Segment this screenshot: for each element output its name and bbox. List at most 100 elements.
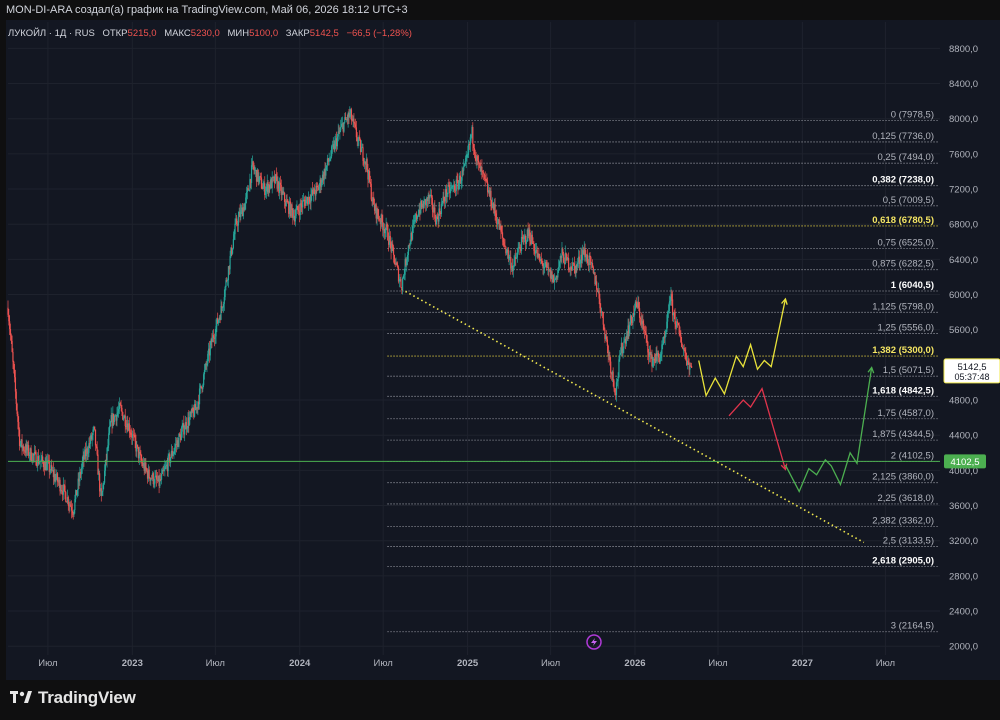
fibonacci-extension[interactable]: 0 (7978,5) 0,125 (7736,0) 0,25 (7494,0) 0,3…	[387, 110, 938, 633]
candle-body	[253, 166, 255, 171]
candle-body	[559, 256, 561, 262]
candle-body	[487, 182, 489, 193]
candle-body	[401, 287, 403, 290]
candle-body	[108, 433, 110, 446]
candle-body	[274, 176, 276, 184]
candle-body	[674, 312, 676, 325]
candle-body	[246, 188, 249, 193]
candle-body	[292, 210, 294, 219]
candle-body	[139, 452, 141, 454]
candle-body	[243, 207, 245, 211]
candle-body	[98, 473, 100, 475]
candle-body	[357, 139, 359, 142]
candle-body	[220, 305, 222, 320]
chart-pane[interactable]: 0 (7978,5) 0,125 (7736,0) 0,25 (7494,0) 0,3…	[6, 20, 1000, 680]
x-tick-label: 2025	[457, 658, 479, 669]
candle-body	[614, 388, 616, 393]
candle-body	[14, 369, 16, 378]
candle-body	[128, 423, 130, 432]
candle-body	[627, 325, 629, 339]
candle-body	[316, 185, 319, 188]
candle-body	[412, 222, 414, 226]
candle-body	[153, 483, 155, 485]
candle-body	[257, 169, 259, 182]
axes[interactable]: 8800,0 8400,0 8000,0 7600,0 7200,0 6800,0 6400…	[38, 44, 978, 669]
candle-body	[539, 258, 542, 261]
candle-body	[612, 371, 614, 381]
candle-body	[608, 355, 610, 357]
candle-body	[400, 279, 402, 288]
candle-body	[57, 481, 59, 483]
candle-body	[18, 421, 20, 430]
candle-body	[165, 465, 167, 468]
candle-body	[168, 454, 170, 456]
candle-body	[38, 462, 40, 464]
candle-body	[440, 204, 443, 215]
candle-body	[335, 138, 337, 142]
scenario-paths[interactable]	[698, 297, 875, 494]
candle-body	[308, 196, 310, 202]
candle-body	[350, 109, 352, 113]
candle-body	[435, 216, 438, 225]
candle-body	[68, 505, 70, 507]
candle-body	[99, 488, 102, 492]
candle-body	[245, 192, 248, 198]
candle-body	[160, 473, 163, 480]
candle-body	[461, 170, 463, 181]
scenario-green-arrowhead	[867, 366, 875, 374]
fib-level-label: 1,382 (5300,0)	[872, 345, 934, 356]
candle-body	[238, 211, 240, 217]
candle-body	[686, 359, 688, 365]
candle-body	[672, 299, 674, 316]
candles	[7, 106, 693, 520]
candle-body	[133, 434, 135, 436]
candle-body	[234, 223, 236, 235]
candle-body	[392, 243, 394, 248]
candle-body	[218, 317, 220, 320]
candle-body	[339, 130, 341, 133]
candle-body	[41, 456, 43, 460]
candle-body	[323, 169, 325, 181]
candle-body	[204, 364, 206, 370]
candle-body	[547, 267, 549, 269]
candle-body	[20, 439, 22, 445]
chart-svg[interactable]: 0 (7978,5) 0,125 (7736,0) 0,25 (7494,0) 0,3…	[6, 20, 1000, 680]
candle-body	[284, 201, 286, 207]
candle-body	[13, 361, 15, 370]
candle-body	[391, 243, 393, 252]
candle-body	[255, 170, 257, 171]
candle-body	[93, 426, 95, 430]
candle-body	[297, 206, 299, 211]
candle-body	[473, 148, 476, 155]
candle-body	[274, 174, 277, 184]
candle-body	[296, 206, 298, 210]
candle-body	[287, 202, 289, 203]
candle-body	[548, 269, 551, 271]
candle-body	[254, 170, 256, 172]
candle-body	[473, 144, 475, 149]
lightning-icon[interactable]	[586, 634, 602, 650]
candle-body	[397, 264, 399, 268]
candle-body	[479, 163, 481, 172]
candle-body	[313, 188, 315, 194]
y-tick-label: 2400,0	[949, 607, 978, 618]
candle-body	[207, 353, 209, 364]
candle-body	[573, 263, 575, 266]
candle-body	[290, 204, 292, 217]
candle-body	[653, 358, 655, 361]
candle-body	[82, 455, 84, 462]
candle-body	[648, 352, 651, 358]
candle-body	[189, 417, 191, 425]
candle-body	[144, 462, 146, 471]
candle-body	[53, 473, 55, 478]
tradingview-logo[interactable]: TradingView	[10, 688, 136, 708]
candle-body	[348, 112, 350, 117]
candle-body	[80, 472, 82, 475]
candle-body	[270, 179, 272, 189]
candle-body	[205, 364, 207, 366]
candle-body	[74, 499, 76, 510]
fib-level-label: 1,125 (5798,0)	[872, 301, 934, 312]
candle-body	[370, 183, 372, 200]
candle-body	[206, 363, 208, 366]
candle-body	[191, 408, 193, 414]
